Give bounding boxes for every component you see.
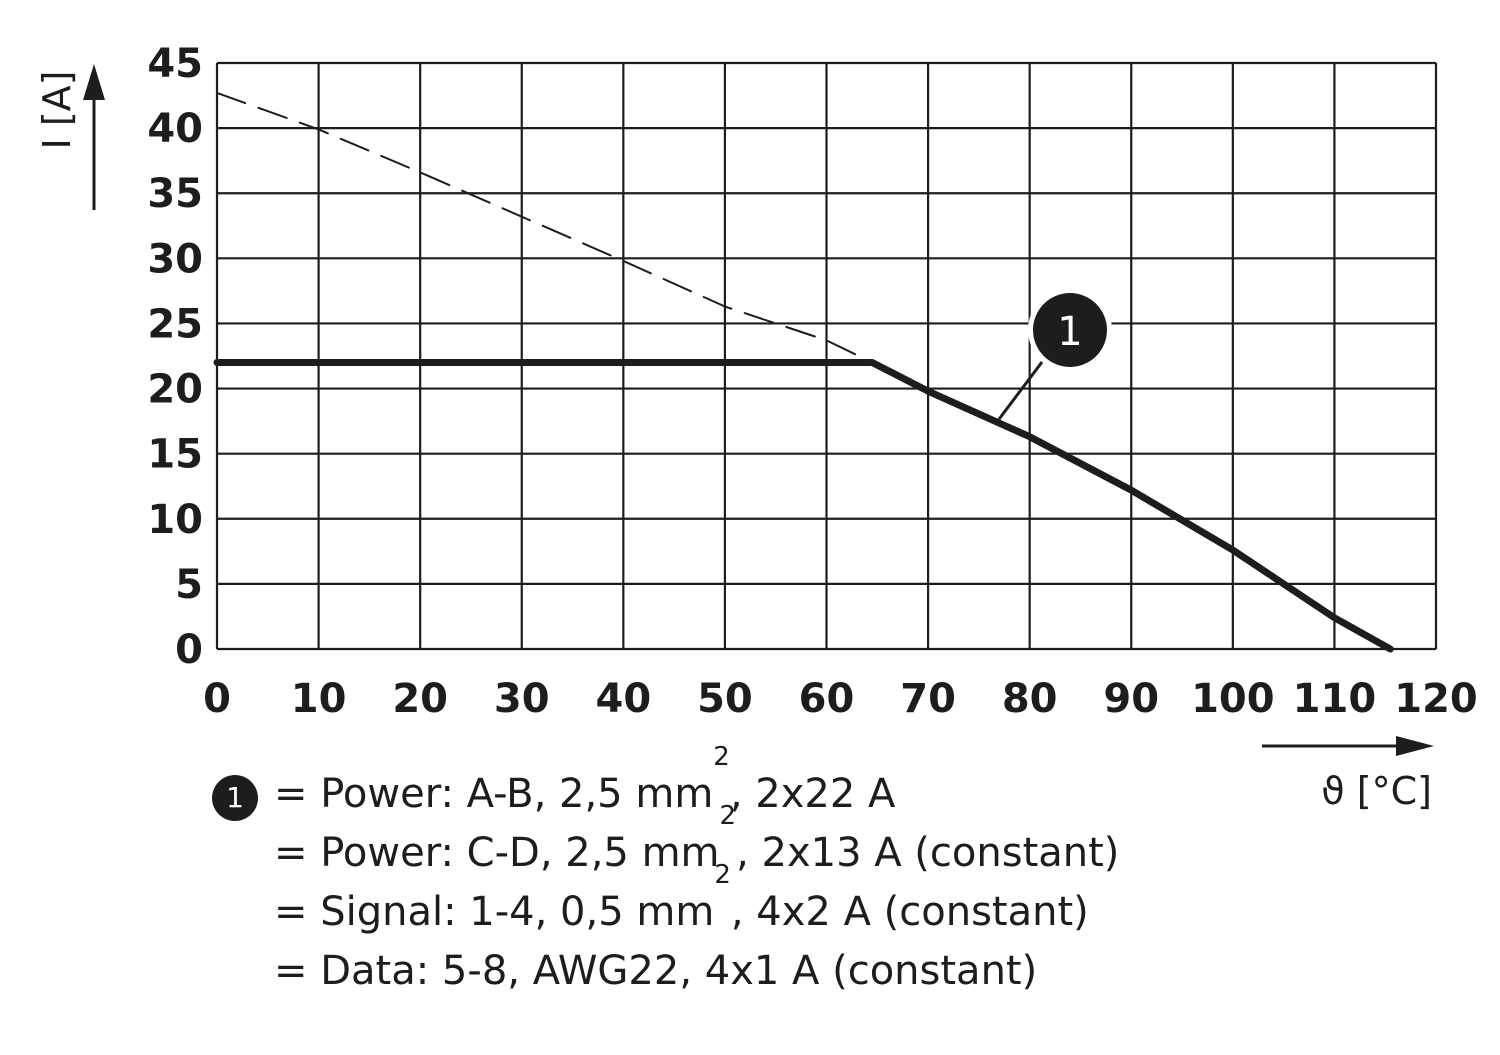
y-tick-label: 5	[175, 562, 203, 608]
legend-text: = Signal: 1-4, 0,5 mm	[274, 889, 715, 935]
legend-superscript: 2	[713, 742, 730, 772]
y-tick-label: 25	[147, 301, 203, 347]
y-axis-arrow	[83, 64, 105, 210]
legend-text: = Data: 5-8, AWG22, 4x1 A (constant)	[274, 948, 1038, 994]
legend-text: , 2x22 A	[729, 771, 896, 817]
legend-text: = Power: A-B, 2,5 mm	[274, 771, 714, 817]
legend-text: , 2x13 A (constant)	[736, 830, 1120, 876]
x-tick-labels: 0 10 20 30 40 50 60 70 80 90 100 110 120	[203, 676, 1478, 722]
x-tick-label: 100	[1191, 676, 1275, 722]
x-tick-label: 0	[203, 676, 231, 722]
x-tick-label: 30	[494, 676, 550, 722]
y-axis-label: I [A]	[35, 71, 79, 150]
x-tick-label: 20	[392, 676, 448, 722]
callout-marker-label: 1	[1057, 309, 1082, 355]
legend-text: = Power: C-D, 2,5 mm	[274, 830, 720, 876]
y-tick-label: 30	[147, 236, 203, 282]
callout-marker-icon	[1033, 293, 1107, 367]
x-axis-label-box: ϑ [°C]	[1321, 769, 1432, 813]
x-tick-label: 80	[1002, 676, 1058, 722]
x-tick-label: 90	[1103, 676, 1159, 722]
y-tick-label: 20	[147, 367, 203, 413]
y-tick-label: 40	[147, 106, 203, 152]
x-axis-label: ϑ [°C]	[1321, 769, 1432, 813]
y-tick-labels: 0 5 10 15 20 25 30 35 40 45	[147, 41, 203, 673]
legend-text: , 4x2 A (constant)	[730, 889, 1089, 935]
chart-grid	[215, 61, 1438, 651]
legend-superscript: 2	[719, 801, 737, 831]
y-tick-label: 0	[175, 627, 203, 673]
x-tick-label: 120	[1394, 676, 1478, 722]
x-tick-label: 110	[1293, 676, 1377, 722]
x-tick-label: 60	[799, 676, 855, 722]
y-tick-label: 35	[147, 171, 203, 217]
legend-superscript: 2	[714, 860, 731, 890]
legend-marker-icon: 1	[212, 775, 258, 821]
series-1-derating-line	[213, 359, 1394, 653]
x-tick-label: 40	[595, 676, 651, 722]
y-tick-label: 45	[147, 41, 203, 87]
x-tick-label: 50	[697, 676, 753, 722]
y-tick-label: 10	[147, 497, 203, 543]
x-tick-label: 10	[291, 676, 347, 722]
x-axis-arrow	[1262, 736, 1434, 756]
series-dashed-extrapolation-line	[216, 91, 874, 364]
y-tick-label: 15	[147, 432, 203, 478]
series-group	[213, 91, 1394, 653]
series-1-callout: 1	[997, 288, 1112, 421]
x-tick-label: 70	[900, 676, 956, 722]
